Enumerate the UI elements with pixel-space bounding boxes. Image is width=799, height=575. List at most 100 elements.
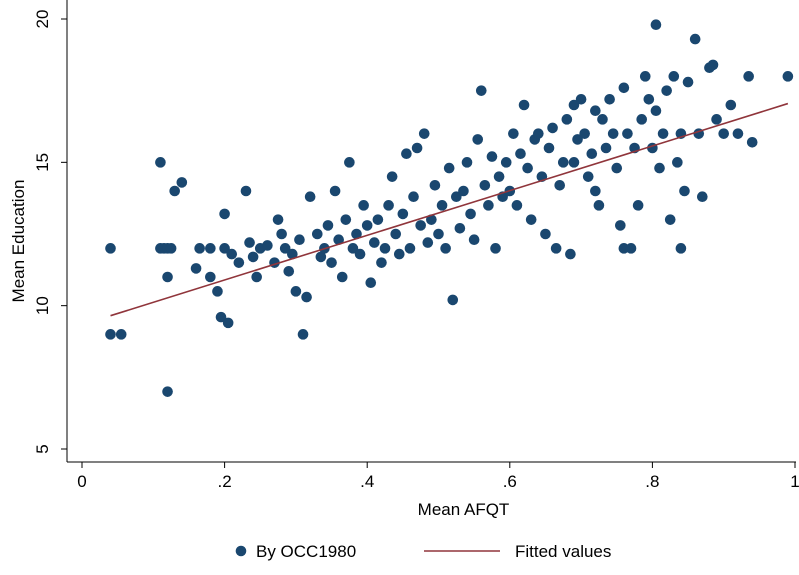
fitted-line [110,102,789,317]
scatter-point [212,286,223,297]
scatter-point [333,234,344,246]
scatter-point [404,243,416,254]
scatter-point [322,220,334,231]
scatter-point [486,151,498,162]
scatter-point [361,220,373,231]
scatter-point [301,291,312,303]
scatter-point [105,243,116,254]
scatter-point [650,19,662,31]
scatter-point [379,243,391,254]
scatter-point [618,82,630,94]
scatter-point [522,162,533,174]
x-tick-label: 0 [77,472,86,491]
scatter-point [390,228,402,240]
scatter-point [679,185,690,197]
scatter-point [597,114,608,125]
scatter-point [304,191,316,203]
scatter-point [458,185,469,197]
y-tick-label: 5 [33,444,52,453]
scatter-point [782,71,794,82]
scatter-point [369,237,380,248]
scatter-point [732,128,744,139]
scatter-point [689,33,701,45]
scatter-point [215,311,227,323]
x-tick-label: .6 [503,472,517,491]
scatter-point [426,214,437,225]
scatter-point [451,191,462,203]
scatter-point [436,200,448,211]
scatter-point [276,228,287,240]
scatter-point [515,148,526,160]
legend: By OCC1980 Fitted values [235,542,611,561]
scatter-point [625,243,637,254]
scatter-point [233,257,245,268]
scatter-point [568,99,580,111]
scatter-point [579,128,590,139]
scatter-point [600,142,612,154]
x-tick-label: .8 [645,472,659,491]
scatter-point [415,220,426,231]
scatter-point [326,257,337,268]
scatter-point [386,171,398,182]
scatter-point [411,142,423,154]
scatter-point [615,220,626,231]
scatter-point [639,71,651,82]
scatter-point [344,157,355,168]
scatter-point [376,257,387,268]
scatter-point [743,71,754,82]
scatter-point [622,128,633,139]
scatter-point [718,128,729,139]
scatter-point [251,271,262,283]
scatter-point [247,251,259,263]
scatter-point [165,243,177,254]
scatter-point [525,214,537,225]
scatter-point [347,243,359,254]
scatter-point [422,237,434,248]
scatter-point [607,128,619,139]
scatter-point [397,208,409,220]
scatter-point [279,243,291,254]
scatter-point [725,99,737,111]
x-tick-label: 1 [790,472,799,491]
scatter-point [311,228,323,240]
scatter-point [479,179,491,191]
scatter-point [518,99,530,111]
scatter-point [443,162,455,174]
scatter-point [329,185,341,197]
scatter-point [315,251,327,263]
legend-label-scatter: By OCC1980 [256,542,356,561]
scatter-point [547,122,558,134]
y-tick-label: 10 [33,296,52,315]
scatter-point [205,243,216,254]
scatter-point [604,93,615,105]
scatter-point [746,136,758,148]
scatter-point [290,286,302,297]
scatter-point [711,114,722,125]
scatter-point [205,271,216,283]
scatter-point [219,208,230,220]
scatter-point [554,179,566,191]
scatter-point [707,59,719,71]
scatter-point [336,271,348,283]
scatter-point [240,185,252,197]
scatter-point [493,171,505,182]
y-tick-label: 15 [33,153,52,172]
scatter-point [511,200,523,211]
scatter-point [169,185,180,197]
scatter-point [568,157,580,168]
scatter-point [657,128,669,139]
scatter-point [561,114,573,125]
scatter-point [105,329,116,340]
scatter-points [105,19,794,397]
scatter-point [340,214,352,225]
scatter-point [543,142,555,154]
scatter-point [557,157,569,168]
scatter-point [287,248,298,260]
scatter-point [222,317,234,329]
scatter-point [447,294,459,306]
scatter-point [672,157,683,168]
scatter-point [500,157,512,168]
scatter-point [194,243,205,254]
